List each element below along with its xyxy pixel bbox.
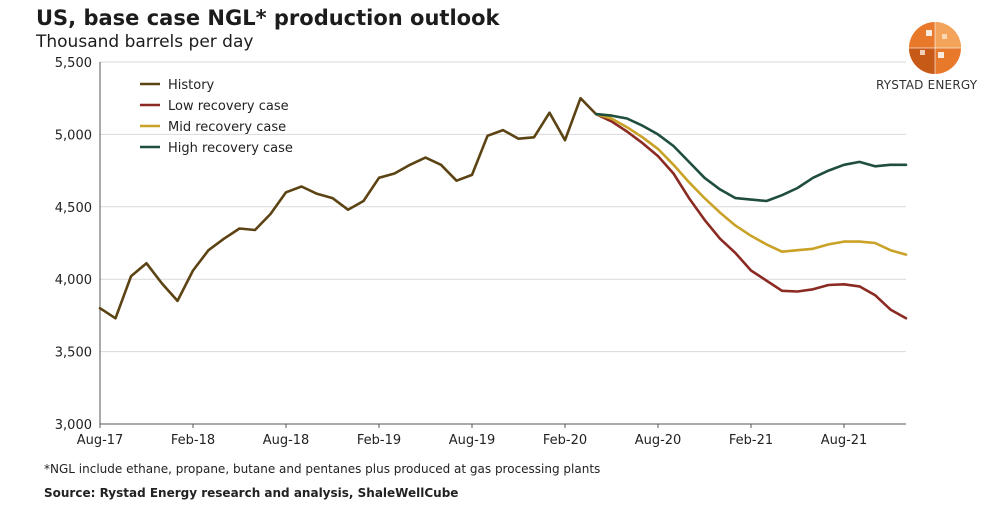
x-tick-label: Feb-20: [543, 433, 587, 448]
y-tick-label: 3,500: [55, 346, 92, 361]
series-line-high-recovery-case: [594, 112, 908, 203]
y-tick-label: 3,000: [55, 418, 92, 433]
x-tick-label: Aug-20: [635, 433, 682, 448]
x-tick-label: Feb-21: [729, 433, 773, 448]
rystad-globe-icon: [909, 22, 961, 74]
source-note: Source: Rystad Energy research and analy…: [44, 486, 459, 500]
x-tick-label: Feb-18: [171, 433, 215, 448]
series-line-mid-recovery-case: [594, 112, 908, 256]
x-tick-label: Aug-21: [821, 433, 868, 448]
y-tick-label: 4,500: [55, 201, 92, 216]
legend-label: Mid recovery case: [168, 120, 286, 135]
x-tick-label: Feb-19: [357, 433, 401, 448]
legend-label: High recovery case: [168, 141, 293, 156]
chart-title: US, base case NGL* production outlook: [36, 6, 500, 30]
series-line-history: [98, 96, 598, 320]
y-tick-label: 5,000: [55, 128, 92, 143]
x-tick-label: Aug-17: [77, 433, 124, 448]
brand-name: RYSTAD ENERGY: [876, 78, 978, 92]
legend-label: History: [168, 78, 215, 93]
chart-subtitle: Thousand barrels per day: [36, 32, 254, 52]
x-tick-label: Aug-19: [449, 433, 496, 448]
footnote: *NGL include ethane, propane, butane and…: [44, 462, 601, 476]
y-tick-label: 5,500: [55, 56, 92, 71]
y-tick-label: 4,000: [55, 273, 92, 288]
legend-label: Low recovery case: [168, 99, 289, 114]
series-line-low-recovery-case: [594, 112, 908, 320]
x-tick-label: Aug-18: [263, 433, 310, 448]
line-chart: 3,000 3,500 4,000 4,500 5,000 5,500 Aug-17 Feb-…: [55, 56, 908, 448]
